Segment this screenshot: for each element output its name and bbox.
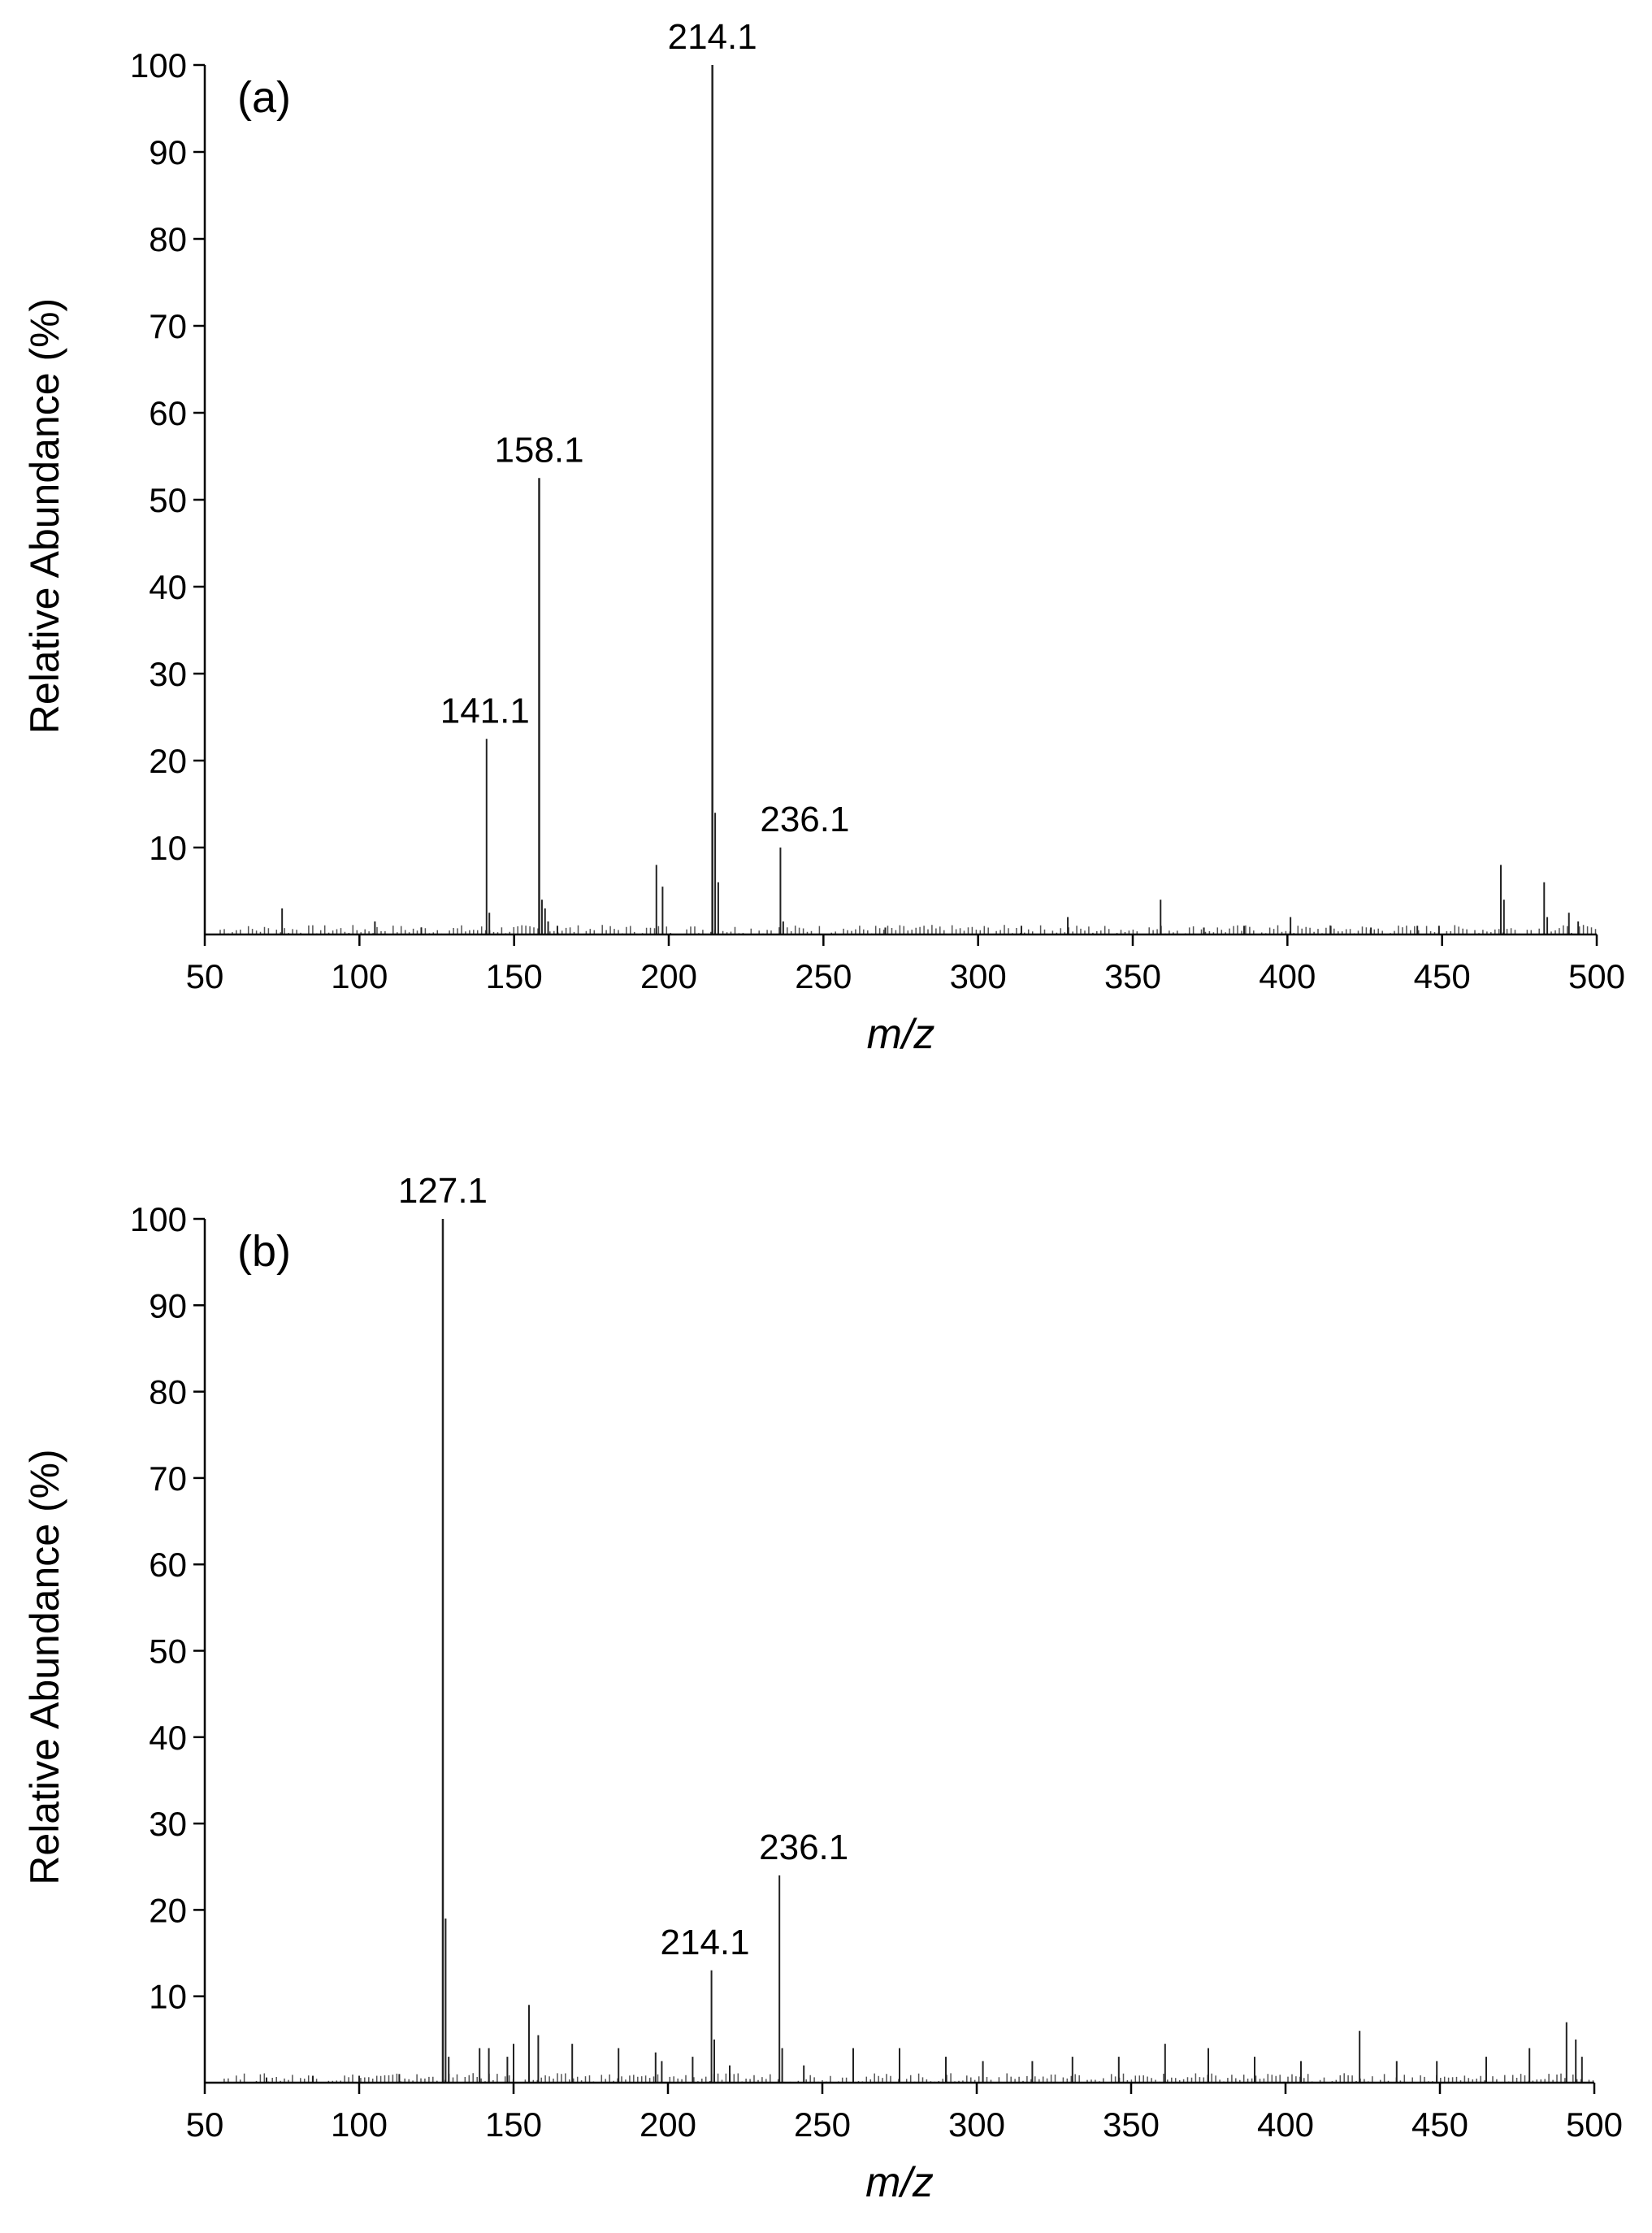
y-tick-label: 80 — [149, 1373, 187, 1411]
y-tick-label: 80 — [149, 220, 187, 258]
y-tick-label: 10 — [149, 1978, 187, 2016]
y-axis-title: Relative Abundance (%) — [22, 1449, 67, 1884]
x-tick-label: 150 — [486, 957, 543, 995]
x-tick-label: 500 — [1568, 957, 1625, 995]
peak-annotation: 236.1 — [760, 800, 849, 839]
panel-label: (b) — [237, 1227, 291, 1276]
y-tick-label: 90 — [149, 1286, 187, 1325]
peak-annotation: 127.1 — [398, 1171, 488, 1211]
y-tick-label: 30 — [149, 655, 187, 693]
y-tick-label: 50 — [149, 481, 187, 519]
peak-annotation: 214.1 — [661, 1923, 750, 1962]
x-tick-label: 300 — [948, 2105, 1005, 2144]
y-tick-label: 40 — [149, 1719, 187, 1757]
x-tick-label: 400 — [1259, 957, 1316, 995]
x-tick-label: 100 — [331, 2105, 388, 2144]
x-tick-label: 200 — [640, 957, 697, 995]
x-axis-title: m/z — [867, 1011, 935, 1058]
y-tick-label: 70 — [149, 307, 187, 345]
x-tick-label: 500 — [1566, 2105, 1623, 2144]
y-tick-label: 70 — [149, 1459, 187, 1498]
baseline-noise — [219, 925, 1597, 934]
y-tick-label: 40 — [149, 568, 187, 606]
y-tick-label: 10 — [149, 829, 187, 867]
y-tick-label: 60 — [149, 1546, 187, 1584]
x-tick-label: 200 — [640, 2105, 696, 2144]
peak-annotation: 236.1 — [759, 1828, 848, 1867]
panel-a: 10 20 30 40 50 60 70 80 90 100 50 100 150 200 250 300 35… — [22, 17, 1625, 1058]
x-axis-title: m/z — [865, 2159, 934, 2206]
y-tick-label: 100 — [130, 46, 187, 85]
y-tick-label: 60 — [149, 394, 187, 432]
y-tick-label: 100 — [130, 1200, 187, 1238]
baseline-noise — [219, 2073, 1594, 2083]
y-tick-label: 50 — [149, 1632, 187, 1671]
x-tick-label: 350 — [1104, 957, 1161, 995]
x-tick-label: 400 — [1257, 2105, 1314, 2144]
x-tick-label: 450 — [1411, 2105, 1468, 2144]
x-tick-label: 50 — [186, 957, 224, 995]
x-tick-label: 300 — [950, 957, 1007, 995]
peak-annotation: 214.1 — [668, 17, 757, 57]
y-tick-label: 20 — [149, 742, 187, 780]
peak-annotation: 158.1 — [494, 430, 583, 470]
x-tick-label: 250 — [794, 2105, 851, 2144]
y-tick-label: 30 — [149, 1805, 187, 1843]
x-tick-label: 150 — [485, 2105, 542, 2144]
y-axis-title: Relative Abundance (%) — [22, 298, 67, 734]
x-tick-label: 50 — [186, 2105, 224, 2144]
x-tick-label: 350 — [1103, 2105, 1160, 2144]
panel-b: 10 20 30 40 50 60 70 80 90 100 50 100 150 200 250 300 35… — [22, 1171, 1623, 2206]
y-tick-label: 20 — [149, 1891, 187, 1929]
x-tick-label: 450 — [1414, 957, 1471, 995]
peak-annotation: 141.1 — [440, 691, 530, 731]
x-tick-label: 250 — [795, 957, 852, 995]
panel-label: (a) — [237, 73, 291, 122]
x-tick-label: 100 — [331, 957, 388, 995]
y-tick-label: 90 — [149, 133, 187, 171]
